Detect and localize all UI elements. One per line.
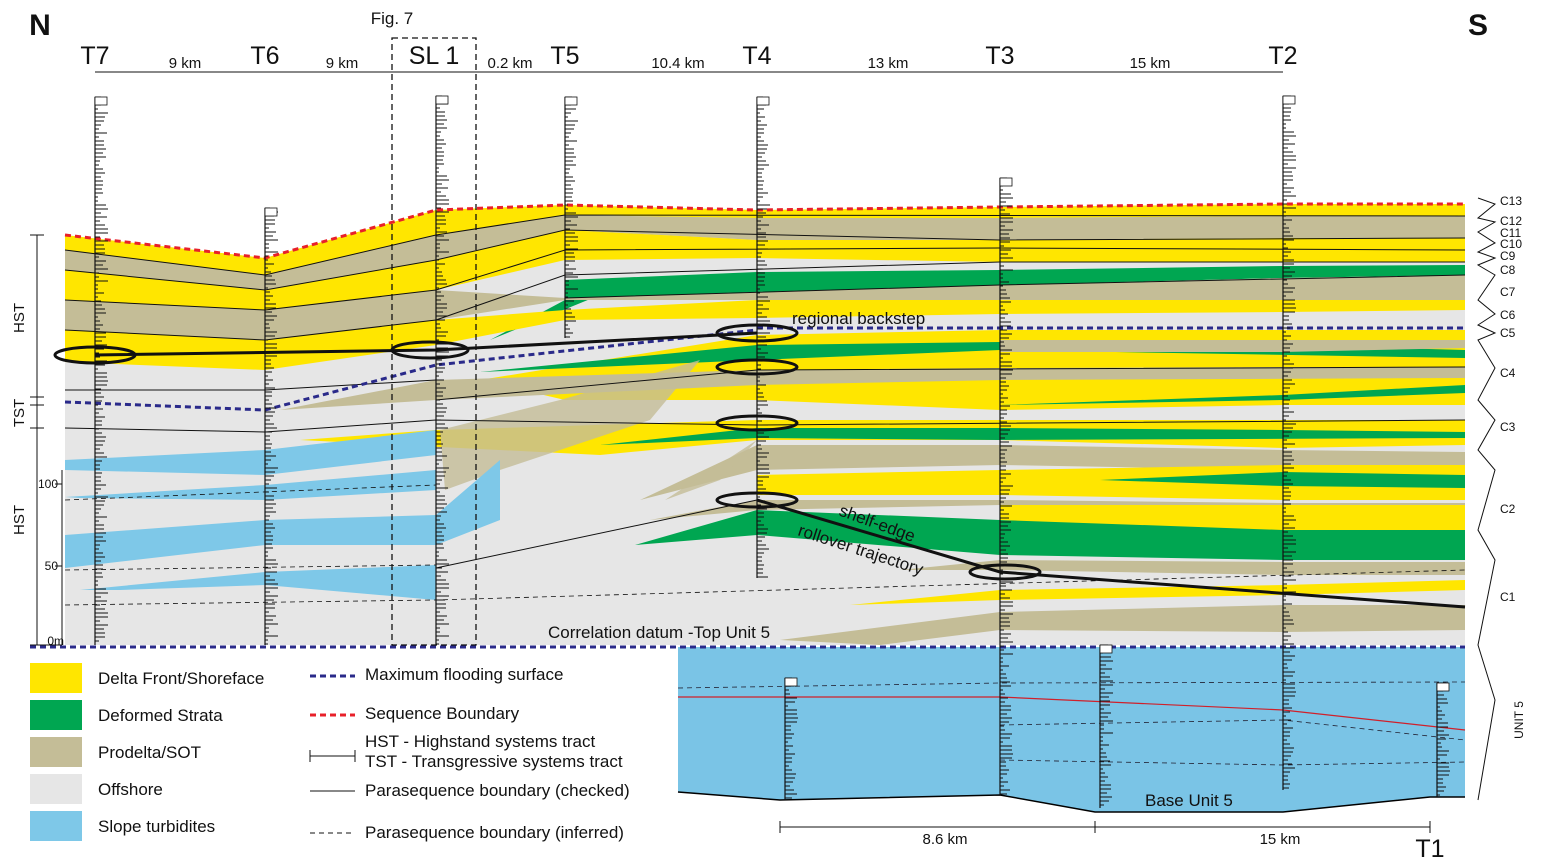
- legend-label: Prodelta/SOT: [98, 743, 201, 762]
- rect-shape: [1000, 178, 1012, 186]
- wells-label: T5: [550, 42, 579, 70]
- rect-shape: [30, 737, 82, 767]
- wells-label: T2: [1268, 42, 1297, 70]
- rect-shape: [757, 97, 769, 105]
- cycles-label: C9: [1500, 249, 1516, 263]
- wells-label: T7: [80, 42, 109, 70]
- body: N S Fig. 7 T7 T6 SL 1 T5 T4 T3 T2 T1 9 k…: [0, 0, 1543, 866]
- systems-tracts-label: HST: [11, 505, 28, 535]
- g-shape: Delta Front/Shoreface Deformed Strata Pro…: [98, 665, 630, 842]
- rect-shape: [265, 208, 277, 216]
- wells-label: T1: [1415, 835, 1444, 863]
- polygon-shape: [678, 647, 1465, 812]
- rect-shape: [1100, 645, 1112, 653]
- cycles-label: C3: [1500, 420, 1516, 434]
- rect-shape: [95, 97, 107, 105]
- g-shape: [780, 821, 1430, 833]
- wells-label: T6: [250, 42, 279, 70]
- cycles-label: C2: [1500, 502, 1516, 516]
- rect-shape: [30, 811, 82, 841]
- annotations-label: Correlation datum -Top Unit 5: [548, 623, 770, 642]
- rect-shape: [785, 678, 797, 686]
- distances-label: 9 km: [169, 55, 202, 72]
- legend-label: Deformed Strata: [98, 706, 223, 725]
- wells-label: T4: [742, 42, 771, 70]
- annotations-label: Base Unit 5: [1145, 791, 1233, 810]
- page: Correlation panel {"header":{"north":"N"…: [0, 0, 1543, 866]
- legend-label: Parasequence boundary (checked): [365, 781, 630, 800]
- cycles-label: C6: [1500, 308, 1516, 322]
- rect-shape: [30, 663, 82, 693]
- rect-shape: [436, 96, 448, 104]
- legend-label: HST - Highstand systems tract: [365, 732, 595, 751]
- annotations-label: regional backstep: [792, 309, 925, 328]
- lower-distances-label: 15 km: [1260, 831, 1301, 848]
- g-shape: [30, 235, 62, 645]
- scale-label: 50: [45, 559, 59, 573]
- systems-tracts-label: HST: [11, 303, 28, 333]
- legend-label: Offshore: [98, 780, 163, 799]
- legend-label: Sequence Boundary: [365, 704, 520, 723]
- lower-distances-label: 8.6 km: [922, 831, 967, 848]
- distances-label: 13 km: [868, 55, 909, 72]
- cycles-label: C7: [1500, 285, 1516, 299]
- cycles-label: C5: [1500, 326, 1516, 340]
- header-label: S: [1468, 9, 1488, 42]
- rect-shape: [30, 774, 82, 804]
- legend-label: Slope turbidites: [98, 817, 215, 836]
- header-label: Fig. 7: [371, 9, 414, 28]
- wells-label: T3: [985, 42, 1014, 70]
- legend-label: Parasequence boundary (inferred): [365, 823, 624, 842]
- cycles-label: C13: [1500, 194, 1522, 208]
- diagram: N S Fig. 7 T7 T6 SL 1 T5 T4 T3 T2 T1 9 k…: [0, 0, 1543, 866]
- wells-label: SL 1: [409, 42, 460, 70]
- distances-label: 10.4 km: [651, 55, 704, 72]
- rect-shape: [1283, 96, 1295, 104]
- scale-label: 100: [38, 477, 58, 491]
- rect-shape: [565, 97, 577, 105]
- distances-label: 15 km: [1130, 55, 1171, 72]
- cycles-label: C1: [1500, 590, 1516, 604]
- rect-shape: [30, 700, 82, 730]
- cycles-label: C8: [1500, 263, 1516, 277]
- g-shape: [310, 750, 355, 762]
- distances-label: 9 km: [326, 55, 359, 72]
- polyline-shape: [1478, 198, 1495, 800]
- cycles-label: UNIT 5: [1512, 701, 1526, 739]
- systems-tracts-label: TST: [11, 399, 28, 427]
- rect-shape: [1437, 683, 1449, 691]
- legend-label: Maximum flooding surface: [365, 665, 563, 684]
- distances-label: 0.2 km: [487, 55, 532, 72]
- header-label: N: [29, 9, 51, 42]
- cycles-label: C4: [1500, 366, 1516, 380]
- scale-label: 0m: [47, 634, 64, 648]
- legend-label: TST - Transgressive systems tract: [365, 752, 623, 771]
- legend-label: Delta Front/Shoreface: [98, 669, 264, 688]
